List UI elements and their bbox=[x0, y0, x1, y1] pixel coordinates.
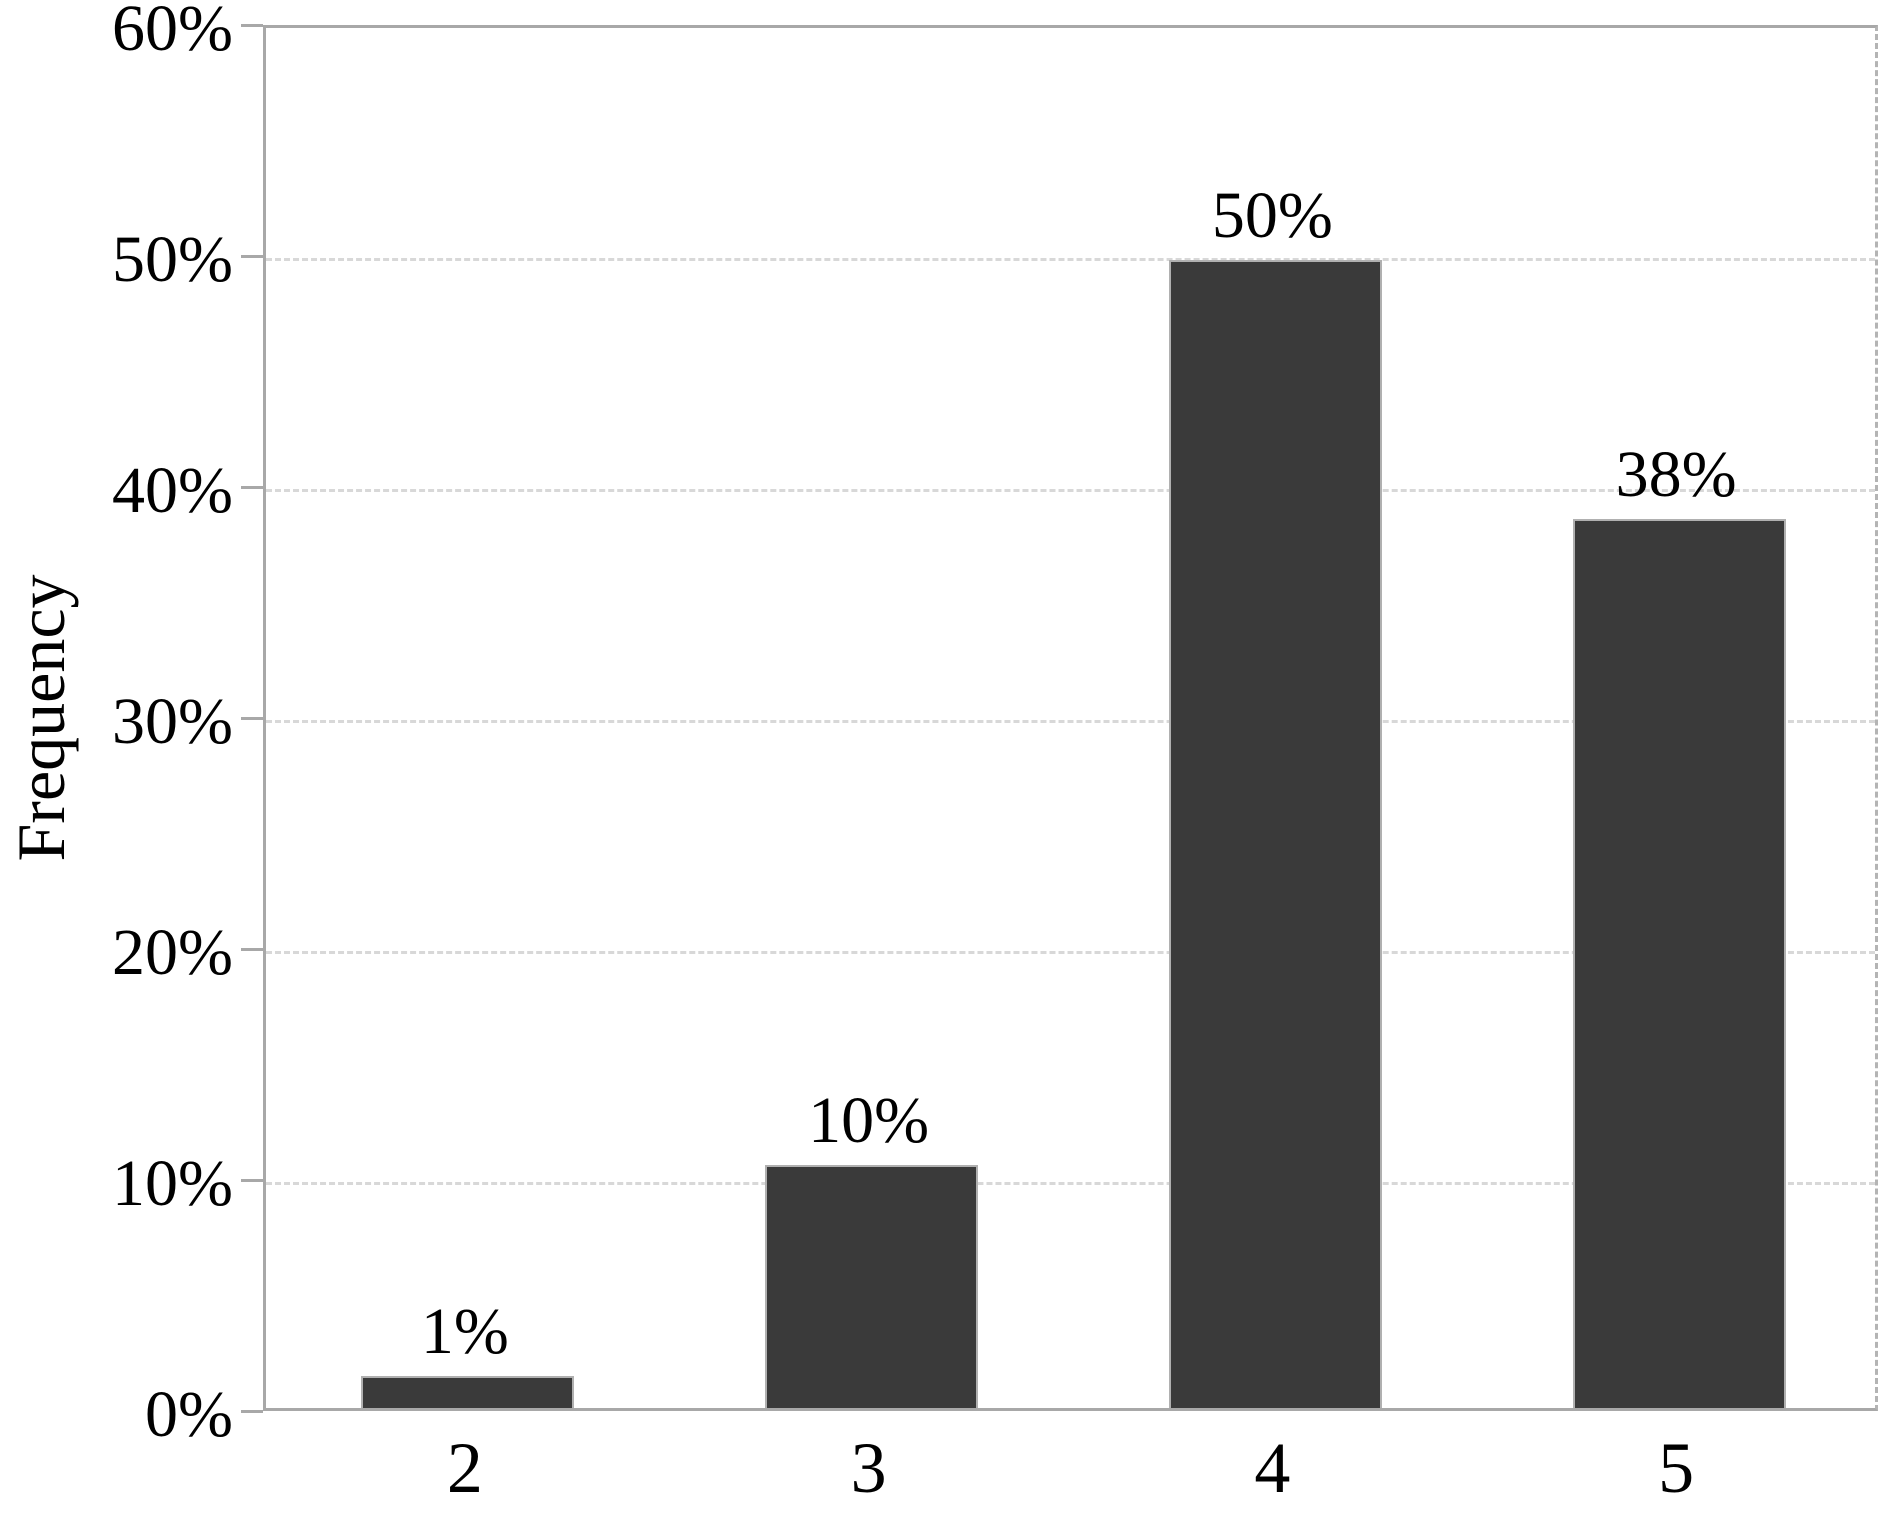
y-tick-mark bbox=[241, 948, 263, 951]
bar-value-label: 38% bbox=[1615, 437, 1737, 511]
y-tick-label: 50% bbox=[112, 223, 233, 296]
y-tick-mark bbox=[241, 255, 263, 258]
x-category-label: 3 bbox=[850, 1428, 887, 1508]
y-tick-label: 20% bbox=[112, 916, 233, 989]
x-category-label: 2 bbox=[446, 1428, 483, 1508]
bar-value-label: 1% bbox=[420, 1294, 509, 1368]
y-tick-label: 10% bbox=[112, 1147, 233, 1220]
x-category-label: 4 bbox=[1254, 1428, 1291, 1508]
bar bbox=[765, 1165, 979, 1408]
bar-value-label: 10% bbox=[808, 1084, 930, 1158]
gridline bbox=[266, 1182, 1875, 1185]
y-tick-label: 30% bbox=[112, 685, 233, 758]
y-tick-label: 0% bbox=[145, 1378, 233, 1451]
plot-area bbox=[263, 25, 1878, 1411]
bar bbox=[1572, 518, 1786, 1408]
bar bbox=[361, 1375, 575, 1408]
y-tick-label: 60% bbox=[112, 0, 233, 65]
bar bbox=[1168, 259, 1382, 1408]
x-category-label: 5 bbox=[1658, 1428, 1695, 1508]
bar-value-label: 50% bbox=[1211, 178, 1333, 252]
y-tick-mark bbox=[241, 486, 263, 489]
gridline bbox=[266, 951, 1875, 954]
y-tick-mark bbox=[241, 1179, 263, 1182]
gridline bbox=[266, 720, 1875, 723]
gridline bbox=[266, 489, 1875, 492]
y-tick-label: 40% bbox=[112, 454, 233, 527]
y-tick-mark bbox=[241, 717, 263, 720]
gridline bbox=[266, 258, 1875, 261]
y-tick-mark bbox=[241, 1410, 263, 1413]
y-tick-mark bbox=[241, 24, 263, 27]
